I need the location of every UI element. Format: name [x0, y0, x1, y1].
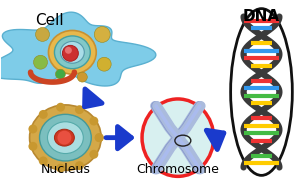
Circle shape	[56, 164, 65, 173]
Circle shape	[28, 142, 38, 151]
Circle shape	[97, 57, 111, 71]
Ellipse shape	[47, 122, 83, 153]
Circle shape	[75, 105, 84, 114]
Text: DNA: DNA	[243, 9, 280, 24]
Circle shape	[94, 26, 110, 42]
Text: Nucleus: Nucleus	[40, 163, 90, 176]
Circle shape	[75, 161, 84, 170]
Ellipse shape	[54, 129, 74, 146]
Circle shape	[89, 150, 98, 159]
Ellipse shape	[231, 9, 292, 175]
Circle shape	[34, 55, 47, 69]
Circle shape	[89, 116, 98, 125]
Circle shape	[28, 125, 38, 133]
Circle shape	[56, 103, 65, 112]
Ellipse shape	[30, 105, 101, 170]
Ellipse shape	[49, 31, 96, 74]
Circle shape	[35, 27, 50, 41]
Circle shape	[56, 69, 65, 79]
Circle shape	[57, 131, 71, 145]
Ellipse shape	[54, 36, 90, 69]
Circle shape	[95, 133, 104, 142]
Ellipse shape	[142, 99, 214, 176]
Circle shape	[39, 110, 48, 119]
Circle shape	[62, 45, 78, 61]
Circle shape	[77, 72, 87, 82]
Ellipse shape	[60, 41, 84, 63]
Circle shape	[65, 47, 72, 54]
Ellipse shape	[40, 114, 91, 161]
Circle shape	[95, 133, 104, 142]
Circle shape	[39, 156, 48, 165]
Text: Cell: Cell	[35, 13, 64, 28]
Polygon shape	[0, 12, 156, 86]
Text: Chromosome: Chromosome	[136, 163, 219, 176]
